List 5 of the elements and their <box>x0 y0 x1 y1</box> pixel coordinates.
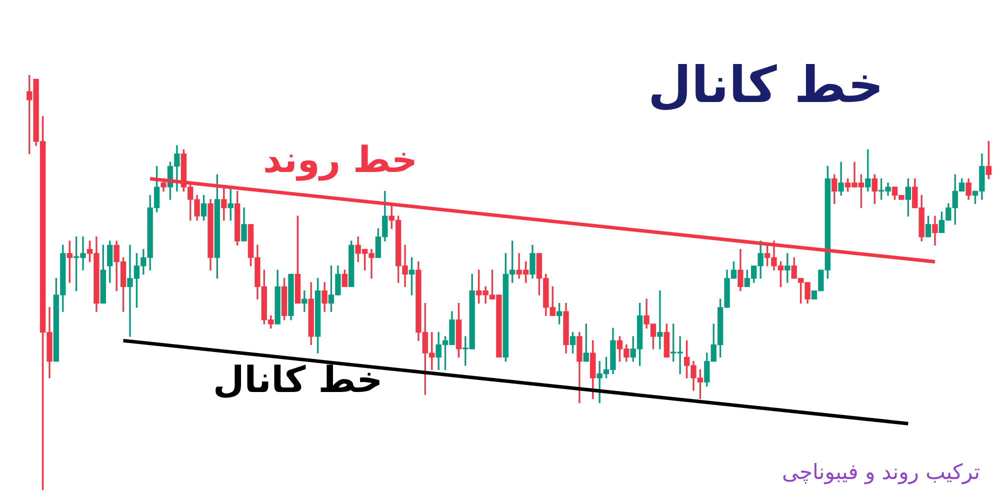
annotation: ترکیب روند و فیبوناچی <box>782 460 980 484</box>
candlestick <box>657 290 663 350</box>
annotation: خط کانال <box>213 360 383 401</box>
chart-title: خط کانال <box>648 56 884 114</box>
annotation: خط روند <box>263 140 418 181</box>
